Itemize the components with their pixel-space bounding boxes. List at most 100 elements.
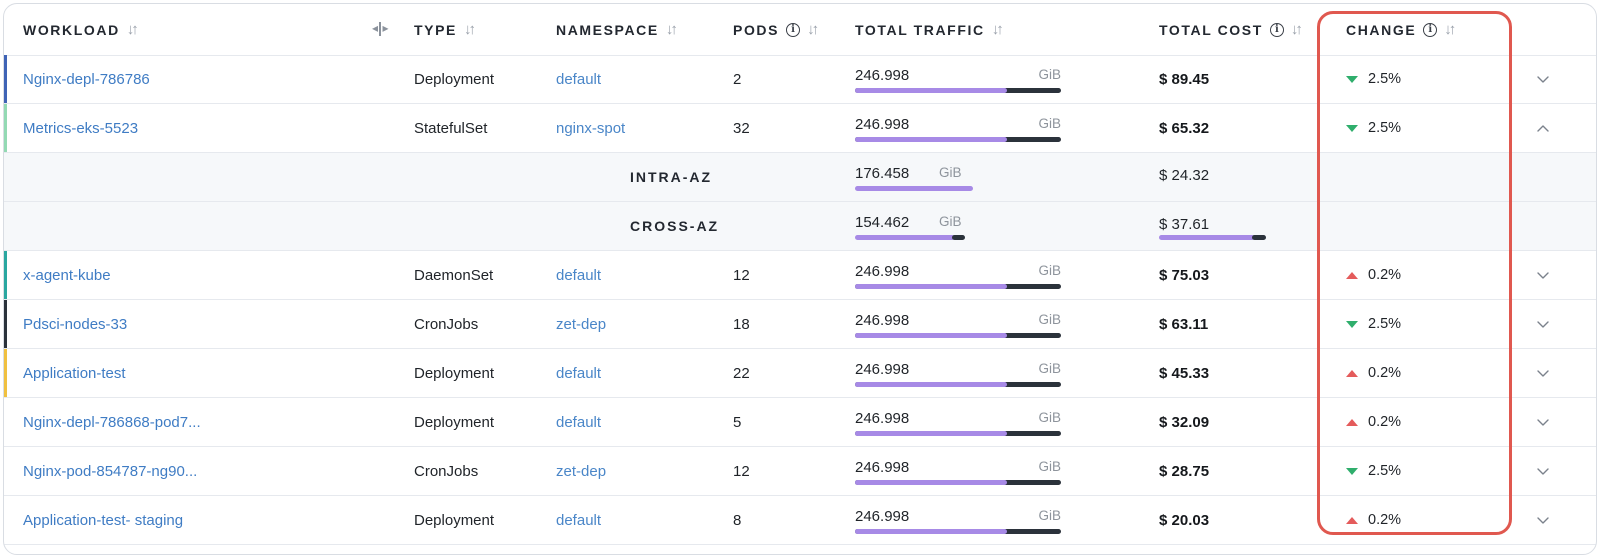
total-cost: $ 20.03 — [1159, 511, 1210, 529]
namespace-link[interactable]: default — [556, 364, 602, 382]
table-row[interactable]: Pdsci-nodes-33 CronJobs zet-dep 18 246.9… — [4, 300, 1596, 349]
table-row[interactable]: x-agent-kube DaemonSet default 12 246.99… — [4, 251, 1596, 300]
traffic-meter: 246.998 GiB — [855, 251, 1061, 299]
traffic-meter: 246.998 GiB — [855, 398, 1061, 446]
traffic-bar-fill — [855, 284, 1008, 289]
table-row[interactable]: Nginx-depl-786786 Deployment default 2 2… — [4, 55, 1596, 104]
traffic-value: 246.998 — [855, 361, 910, 378]
workload-type: Deployment — [414, 511, 495, 529]
workload-name-link[interactable]: Application-test- staging — [23, 511, 184, 529]
traffic-meter: 246.998 GiB — [855, 55, 1061, 103]
subrow-traffic-bar-remainder — [952, 235, 965, 240]
sort-icon[interactable]: ↓↑ — [1444, 21, 1456, 38]
change-indicator: 0.2% — [1346, 496, 1401, 544]
column-header-type[interactable]: TYPE ↓↑ — [414, 21, 476, 38]
traffic-unit: GiB — [1038, 263, 1061, 278]
traffic-bar-fill — [855, 382, 1008, 387]
subrow-cost: $ 24.32 — [1159, 167, 1210, 184]
chevron-down-icon[interactable] — [1533, 251, 1553, 299]
triangle-up-icon — [1346, 271, 1358, 279]
total-cost: $ 65.32 — [1159, 119, 1210, 137]
table-row[interactable]: Nginx-depl-786868-pod7... Deployment def… — [4, 398, 1596, 447]
table-header: WORKLOAD ↓↑ ◂ ▸ TYPE ↓↑ NAMESPACE ↓↑ PODS… — [4, 4, 1596, 56]
workload-type: Deployment — [414, 413, 495, 431]
workload-name-link[interactable]: Nginx-depl-786786 — [23, 70, 150, 88]
traffic-unit: GiB — [1038, 361, 1061, 376]
namespace-link[interactable]: zet-dep — [556, 462, 607, 480]
change-indicator: 0.2% — [1346, 398, 1401, 446]
sort-icon[interactable]: ↓↑ — [463, 21, 476, 38]
traffic-unit: GiB — [1038, 312, 1061, 327]
chevron-down-icon[interactable] — [1533, 398, 1553, 446]
sort-icon[interactable]: ↓↑ — [991, 21, 1004, 38]
change-value: 0.2% — [1368, 267, 1402, 283]
chevron-up-icon[interactable] — [1533, 104, 1553, 152]
chevron-down-icon[interactable] — [1533, 55, 1553, 103]
total-cost: $ 28.75 — [1159, 462, 1210, 480]
traffic-value: 246.998 — [855, 312, 910, 329]
workload-table: WORKLOAD ↓↑ ◂ ▸ TYPE ↓↑ NAMESPACE ↓↑ PODS… — [3, 3, 1597, 555]
info-icon[interactable]: i — [1423, 22, 1438, 37]
traffic-meter: 246.998 GiB — [855, 104, 1061, 152]
sort-icon[interactable]: ↓↑ — [126, 21, 139, 38]
traffic-value: 246.998 — [855, 67, 910, 84]
pods-count: 12 — [733, 266, 750, 284]
column-header-namespace[interactable]: NAMESPACE ↓↑ — [556, 21, 678, 38]
column-header-change[interactable]: CHANGE i ↓↑ — [1346, 21, 1456, 38]
sort-icon[interactable]: ↓↑ — [807, 21, 819, 38]
pods-count: 12 — [733, 462, 750, 480]
workload-type: Deployment — [414, 364, 495, 382]
table-row[interactable]: Nginx-pod-854787-ng90... CronJobs zet-de… — [4, 447, 1596, 496]
namespace-link[interactable]: default — [556, 511, 602, 529]
table-row[interactable]: Application-test Deployment default 22 2… — [4, 349, 1596, 398]
traffic-bar-fill — [855, 480, 1008, 485]
table-row[interactable]: Application-test- staging Deployment def… — [4, 496, 1596, 545]
workload-name-link[interactable]: Pdsci-nodes-33 — [23, 315, 128, 333]
chevron-down-icon[interactable] — [1533, 447, 1553, 495]
namespace-link[interactable]: zet-dep — [556, 315, 607, 333]
table-row[interactable]: Metrics-eks-5523 StatefulSet nginx-spot … — [4, 104, 1596, 153]
info-icon[interactable]: i — [1269, 22, 1284, 37]
change-value: 0.2% — [1368, 414, 1402, 430]
row-accent — [4, 251, 7, 299]
workload-type: CronJobs — [414, 315, 479, 333]
chevron-down-icon[interactable] — [1533, 496, 1553, 544]
change-value: 2.5% — [1368, 463, 1402, 479]
column-header-pods[interactable]: PODS i ↓↑ — [733, 21, 819, 38]
pods-count: 2 — [733, 70, 742, 88]
namespace-link[interactable]: default — [556, 266, 602, 284]
triangle-down-icon — [1346, 467, 1358, 475]
namespace-link[interactable]: default — [556, 70, 602, 88]
workload-name-link[interactable]: Nginx-pod-854787-ng90... — [23, 462, 198, 480]
workload-name-link[interactable]: Nginx-depl-786868-pod7... — [23, 413, 201, 431]
pods-count: 18 — [733, 315, 750, 333]
chevron-down-icon[interactable] — [1533, 300, 1553, 348]
info-icon[interactable]: i — [786, 22, 801, 37]
chevron-down-icon[interactable] — [1533, 349, 1553, 397]
traffic-bar-fill — [855, 529, 1008, 534]
traffic-value: 246.998 — [855, 116, 910, 133]
change-indicator: 0.2% — [1346, 251, 1401, 299]
change-indicator: 2.5% — [1346, 300, 1401, 348]
subrow-traffic-unit: GiB — [939, 165, 962, 180]
column-header-workload[interactable]: WORKLOAD ↓↑ — [23, 21, 139, 38]
workload-name-link[interactable]: Metrics-eks-5523 — [23, 119, 139, 137]
row-accent — [4, 349, 7, 397]
namespace-link[interactable]: default — [556, 413, 602, 431]
namespace-link[interactable]: nginx-spot — [556, 119, 626, 137]
total-cost: $ 75.03 — [1159, 266, 1210, 284]
change-value: 2.5% — [1368, 71, 1402, 87]
column-header-cost[interactable]: TOTAL COST i ↓↑ — [1159, 21, 1303, 38]
sort-icon[interactable]: ↓↑ — [665, 21, 678, 38]
traffic-bar-track — [855, 284, 1061, 289]
traffic-meter: 246.998 GiB — [855, 496, 1061, 544]
column-resize-icon[interactable]: ◂ ▸ — [372, 21, 389, 36]
traffic-unit: GiB — [1038, 410, 1061, 425]
change-value: 0.2% — [1368, 512, 1402, 528]
column-header-traffic[interactable]: TOTAL TRAFFIC ↓↑ — [855, 21, 1004, 38]
traffic-bar-fill — [855, 88, 1008, 93]
triangle-up-icon — [1346, 418, 1358, 426]
workload-name-link[interactable]: Application-test — [23, 364, 126, 382]
workload-name-link[interactable]: x-agent-kube — [23, 266, 111, 284]
sort-icon[interactable]: ↓↑ — [1290, 21, 1303, 38]
